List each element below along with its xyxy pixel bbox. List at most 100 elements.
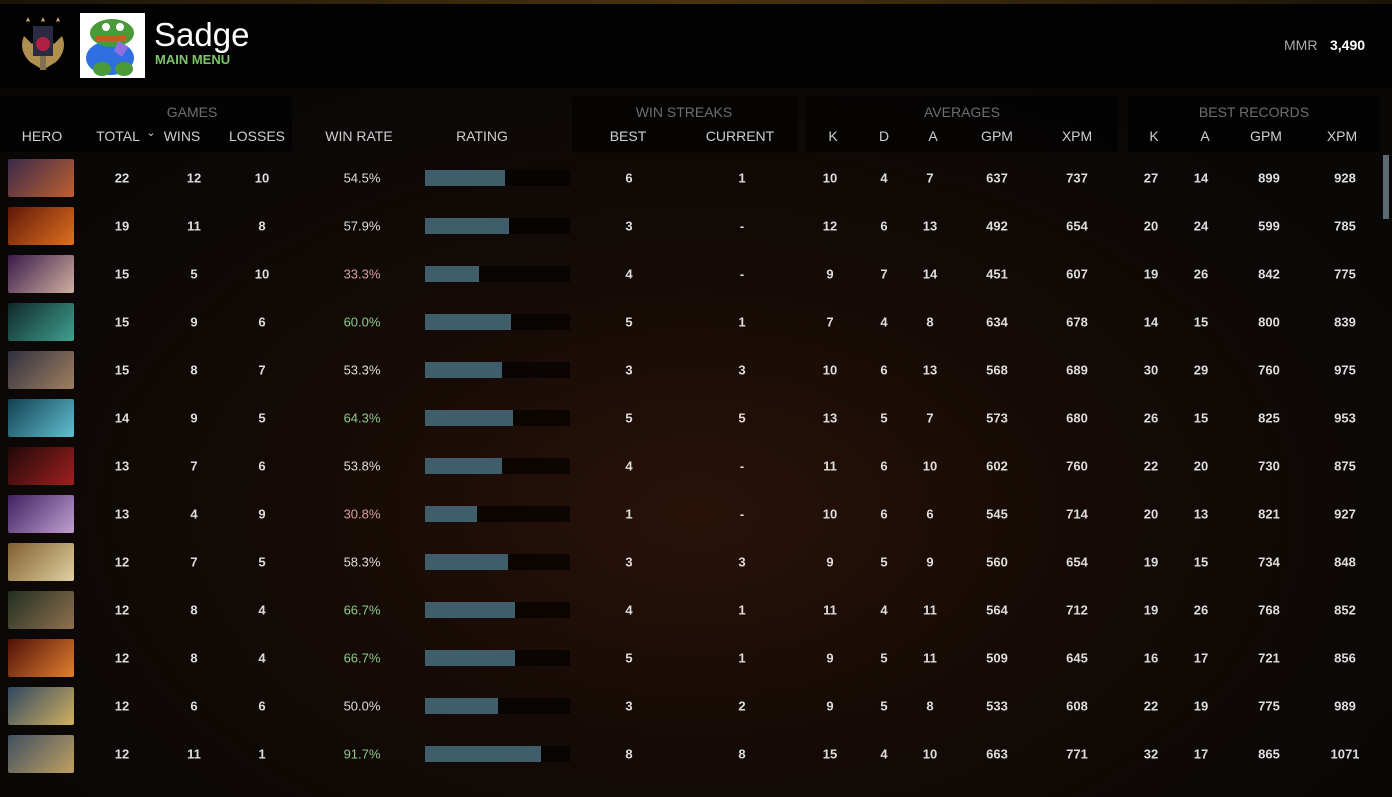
hero-portrait[interactable]: [8, 255, 74, 293]
rating-bar: [425, 314, 511, 330]
cell-k: 7: [826, 314, 834, 330]
cell-xpm: 607: [1066, 266, 1088, 282]
cell-bk: 16: [1143, 650, 1159, 666]
hero-portrait[interactable]: [8, 591, 74, 629]
cell-k: 12: [822, 218, 838, 234]
cell-bk: 27: [1143, 170, 1159, 186]
main-menu-link[interactable]: MAIN MENU: [155, 52, 231, 67]
hero-portrait[interactable]: [8, 351, 74, 389]
cell-bgpm: 734: [1258, 554, 1280, 570]
cell-bxpm: 785: [1334, 218, 1356, 234]
cell-ba: 17: [1193, 650, 1209, 666]
column-header-ba[interactable]: A: [1200, 128, 1210, 144]
cell-k: 11: [823, 458, 837, 474]
hero-portrait[interactable]: [8, 495, 74, 533]
cell-best: 3: [625, 218, 633, 234]
sort-descending-icon[interactable]: ⌄: [146, 127, 156, 139]
column-header-best[interactable]: BEST: [609, 128, 647, 144]
cell-a: 6: [926, 506, 934, 522]
cell-best: 3: [625, 362, 633, 378]
rating-track: [425, 698, 570, 714]
cell-a: 9: [926, 554, 934, 570]
rating-bar: [425, 554, 508, 570]
cell-best: 4: [625, 602, 633, 618]
cell-bgpm: 842: [1258, 266, 1280, 282]
cell-bk: 30: [1143, 362, 1159, 378]
cell-ba: 15: [1193, 410, 1209, 426]
cell-bgpm: 760: [1258, 362, 1280, 378]
cell-current: -: [739, 458, 745, 474]
cell-d: 6: [880, 458, 888, 474]
cell-current: 3: [738, 554, 746, 570]
column-header-rating[interactable]: RATING: [456, 128, 508, 144]
scrollbar[interactable]: [1383, 155, 1389, 219]
hero-portrait[interactable]: [8, 639, 74, 677]
cell-ba: 26: [1193, 602, 1209, 618]
column-header-a[interactable]: A: [928, 128, 938, 144]
cell-win-rate: 54.5%: [343, 170, 381, 186]
cell-bxpm: 856: [1334, 650, 1356, 666]
cell-best: 5: [625, 650, 633, 666]
cell-bk: 19: [1143, 554, 1159, 570]
hero-portrait[interactable]: [8, 543, 74, 581]
cell-losses: 6: [258, 314, 266, 330]
rating-bar: [425, 602, 515, 618]
cell-gpm: 568: [986, 362, 1008, 378]
hero-portrait[interactable]: [8, 207, 74, 245]
column-header-win-rate[interactable]: WIN RATE: [325, 128, 393, 144]
cell-k: 10: [822, 506, 838, 522]
cell-wins: 8: [190, 602, 198, 618]
cell-ba: 15: [1193, 314, 1209, 330]
cell-d: 4: [880, 170, 888, 186]
cell-wins: 4: [190, 506, 198, 522]
column-header-bgpm[interactable]: GPM: [1250, 128, 1282, 144]
top-border: [0, 0, 1392, 4]
cell-win-rate: 30.8%: [343, 506, 381, 522]
avatar[interactable]: [80, 13, 145, 78]
hero-portrait[interactable]: [8, 687, 74, 725]
column-header-current[interactable]: CURRENT: [705, 128, 775, 144]
cell-xpm: 689: [1066, 362, 1088, 378]
column-header-wins[interactable]: WINS: [163, 128, 201, 144]
cell-xpm: 654: [1066, 554, 1088, 570]
column-header-xpm[interactable]: XPM: [1061, 128, 1093, 144]
hero-portrait[interactable]: [8, 447, 74, 485]
hero-portrait[interactable]: [8, 303, 74, 341]
column-header-bxpm[interactable]: XPM: [1326, 128, 1358, 144]
rating-track: [425, 746, 570, 762]
column-header-total[interactable]: TOTAL: [96, 128, 140, 144]
hero-portrait[interactable]: [8, 735, 74, 773]
cell-k: 10: [822, 362, 838, 378]
cell-win-rate: 66.7%: [343, 650, 381, 666]
cell-xpm: 737: [1066, 170, 1088, 186]
rating-track: [425, 410, 570, 426]
cell-bk: 32: [1143, 746, 1159, 762]
cell-win-rate: 53.3%: [343, 362, 381, 378]
column-header-losses[interactable]: LOSSES: [228, 128, 286, 144]
rating-bar: [425, 506, 478, 522]
column-header-hero[interactable]: HERO: [21, 128, 63, 144]
cell-k: 9: [826, 650, 834, 666]
cell-total: 12: [114, 602, 130, 618]
cell-bxpm: 1071: [1330, 746, 1360, 762]
column-header-gpm[interactable]: GPM: [981, 128, 1013, 144]
cell-current: 1: [738, 314, 746, 330]
cell-a: 7: [926, 410, 934, 426]
column-header-d[interactable]: D: [878, 128, 890, 144]
column-header-bk[interactable]: K: [1149, 128, 1159, 144]
cell-k: 9: [826, 266, 834, 282]
hero-portrait[interactable]: [8, 159, 74, 197]
hero-portrait[interactable]: [8, 399, 74, 437]
cell-gpm: 602: [986, 458, 1008, 474]
column-header-k[interactable]: K: [828, 128, 838, 144]
cell-win-rate: 66.7%: [343, 602, 381, 618]
cell-total: 13: [114, 458, 130, 474]
streaks-header-panel: [572, 96, 798, 152]
cell-current: 5: [738, 410, 746, 426]
rating-bar: [425, 170, 505, 186]
cell-losses: 4: [258, 602, 266, 618]
cell-a: 13: [922, 362, 938, 378]
cell-bk: 20: [1143, 506, 1159, 522]
cell-xpm: 654: [1066, 218, 1088, 234]
cell-a: 11: [923, 602, 937, 618]
